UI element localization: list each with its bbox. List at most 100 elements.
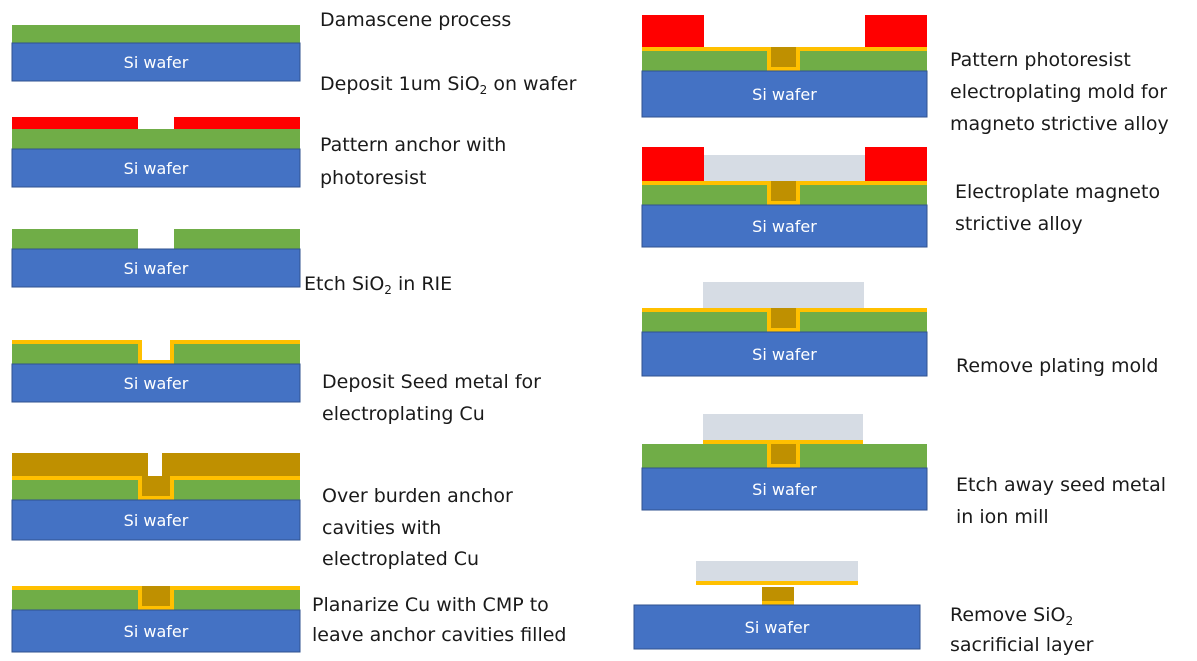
- step8-label-line2: strictive alloy: [955, 213, 1083, 235]
- seed-metal-layer: [703, 440, 863, 444]
- si-wafer-layer: [633, 604, 921, 650]
- seed-metal-layer: [767, 464, 800, 468]
- seed-metal-layer: [796, 47, 927, 51]
- si-wafer-label: Si wafer: [752, 217, 817, 236]
- magnetostrictive-alloy: [703, 282, 864, 308]
- copper-fill: [771, 308, 796, 328]
- sio2-layer: [800, 444, 927, 468]
- seed-metal-layer: [12, 340, 142, 344]
- seed-metal-layer: [642, 181, 771, 185]
- seed-metal-layer: [767, 181, 771, 205]
- seed-metal-layer: [170, 340, 174, 364]
- seed-metal-layer: [170, 586, 174, 610]
- si-wafer-label: Si wafer: [124, 259, 189, 278]
- seed-metal-layer: [138, 476, 142, 500]
- copper-overburden: [162, 453, 300, 477]
- magnetostrictive-alloy: [696, 561, 858, 581]
- step7-label-line2: electroplating mold for: [950, 81, 1168, 103]
- seed-metal-layer: [767, 444, 771, 468]
- copper-fill: [142, 586, 170, 606]
- si-wafer-label: Si wafer: [124, 374, 189, 393]
- si-wafer-layer: [11, 609, 301, 653]
- step11-label-line2: sacrificial layer: [950, 634, 1094, 656]
- seed-metal-layer: [170, 476, 174, 500]
- seed-metal-layer: [762, 601, 794, 605]
- step4-label-line1: Deposit Seed metal for: [322, 371, 541, 393]
- si-wafer-layer: [641, 467, 928, 511]
- seed-metal-layer: [767, 308, 771, 332]
- si-wafer-layer: [11, 42, 301, 82]
- si-wafer-layer: [11, 499, 301, 541]
- seed-metal-layer: [767, 201, 800, 205]
- si-wafer-label: Si wafer: [124, 511, 189, 530]
- step10-label-line2: in ion mill: [956, 506, 1049, 528]
- step7-label-line3: magneto strictive alloy: [950, 113, 1169, 135]
- photoresist-layer: [174, 117, 300, 129]
- step10-label-line1: Etch away seed metal: [956, 474, 1167, 496]
- seed-metal-layer: [170, 476, 300, 480]
- si-wafer-label: Si wafer: [124, 159, 189, 178]
- copper-overburden: [12, 453, 148, 477]
- seed-metal-layer: [796, 444, 800, 468]
- si-wafer-label: Si wafer: [124, 53, 189, 72]
- si-wafer-label: Si wafer: [752, 85, 817, 104]
- magnetostrictive-alloy: [703, 414, 863, 440]
- step3-label: Etch SiO2 in RIE: [304, 273, 453, 297]
- copper-fill: [771, 444, 796, 464]
- si-wafer-layer: [11, 248, 301, 288]
- step5-label-line2: cavities with: [322, 517, 442, 539]
- seed-metal-layer: [796, 308, 800, 332]
- si-wafer-layer: [641, 204, 928, 248]
- step6-label-line1: Planarize Cu with CMP to: [312, 594, 549, 616]
- seed-metal-layer: [696, 581, 858, 585]
- si-wafer-layer: [641, 70, 928, 118]
- si-wafer-label: Si wafer: [752, 345, 817, 364]
- seed-metal-layer: [12, 586, 142, 590]
- photoresist-layer: [12, 117, 138, 129]
- step1-title: Damascene process: [320, 9, 512, 31]
- si-wafer-layer: [641, 331, 928, 377]
- sio2-layer: [12, 129, 300, 149]
- seed-metal-layer: [767, 328, 800, 332]
- copper-fill: [142, 476, 170, 496]
- si-wafer-label: Si wafer: [124, 622, 189, 641]
- seed-metal-layer: [767, 47, 771, 71]
- step5-label-line1: Over burden anchor: [322, 485, 513, 507]
- seed-metal-layer: [138, 606, 174, 610]
- seed-metal-layer: [170, 340, 300, 344]
- seed-metal-layer: [642, 47, 771, 51]
- step11-label-line1: Remove SiO2: [950, 604, 1074, 628]
- step6-label-line2: leave anchor cavities filled: [312, 624, 567, 646]
- seed-metal-layer: [796, 181, 927, 185]
- si-wafer-label: Si wafer: [752, 480, 817, 499]
- sio2-layer: [642, 444, 767, 468]
- seed-metal-layer: [138, 496, 174, 500]
- magnetostrictive-alloy: [704, 155, 865, 181]
- sio2-layer: [12, 229, 138, 249]
- copper-anchor: [762, 587, 794, 605]
- photoresist-mold: [865, 15, 927, 47]
- photoresist-mold: [642, 147, 704, 181]
- seed-metal-layer: [796, 47, 800, 71]
- seed-metal-layer: [642, 308, 771, 312]
- photoresist-mold: [865, 147, 927, 181]
- step4-label-line2: electroplating Cu: [322, 403, 485, 425]
- seed-metal-layer: [170, 586, 300, 590]
- seed-metal-layer: [796, 308, 927, 312]
- step9-label: Remove plating mold: [956, 355, 1159, 377]
- si-wafer-layer: [11, 363, 301, 403]
- step1-label: Deposit 1um SiO2 on wafer: [320, 73, 577, 97]
- step8-label-line1: Electroplate magneto: [955, 181, 1161, 203]
- seed-metal-layer: [767, 67, 800, 71]
- si-wafer-label: Si wafer: [745, 618, 810, 637]
- step2-label-line1: Pattern anchor with: [320, 134, 507, 156]
- step7-label-line1: Pattern photoresist: [950, 49, 1131, 71]
- seed-metal-layer: [138, 586, 142, 610]
- seed-metal-layer: [138, 340, 142, 364]
- step5-label-line3: electroplated Cu: [322, 548, 480, 570]
- copper-fill: [771, 181, 796, 201]
- sio2-layer: [174, 229, 300, 249]
- copper-fill: [771, 47, 796, 67]
- sio2-layer: [12, 25, 300, 43]
